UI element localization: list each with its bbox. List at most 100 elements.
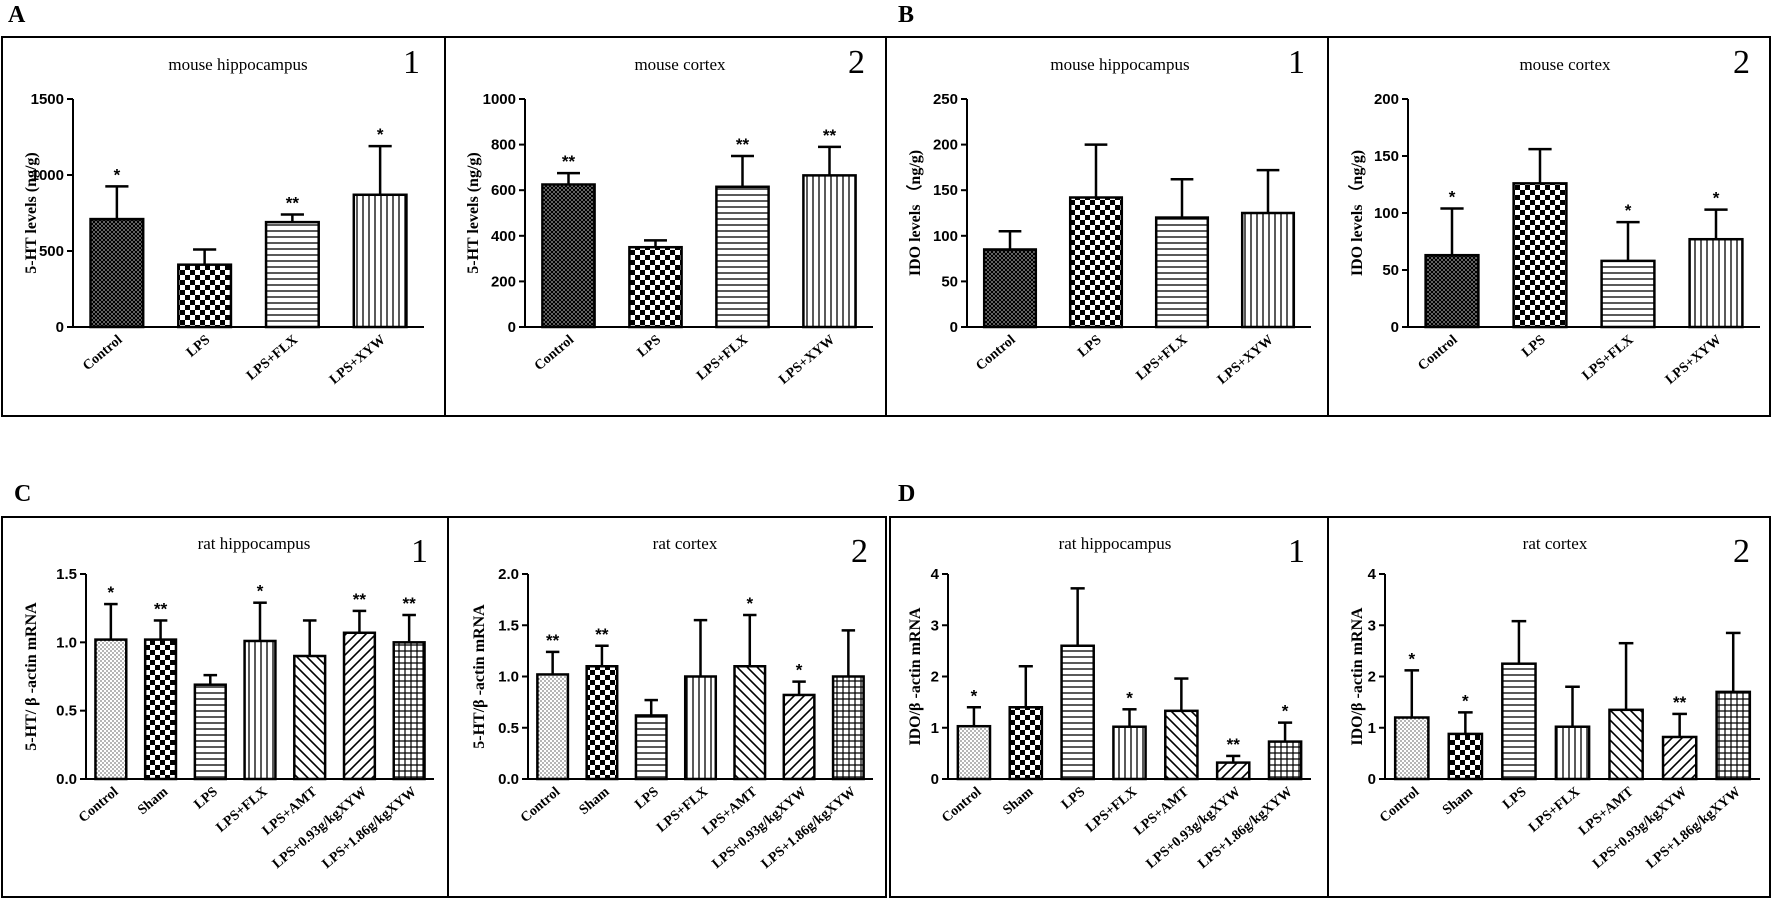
chart-title: mouse cortex: [1519, 55, 1611, 74]
panel-label-c: C: [14, 481, 31, 507]
y-tick-label: 1.0: [498, 669, 519, 686]
y-tick-label: 0.0: [498, 771, 519, 788]
chart-title: mouse hippocampus: [168, 55, 307, 74]
panel-number: 2: [1733, 533, 1750, 570]
chart-title: rat hippocampus: [198, 534, 311, 553]
x-tick-label: LPS+FLX: [1134, 333, 1191, 384]
y-tick-label: 2: [931, 669, 939, 686]
chart-b1: mouse hippocampus 1 0 50 100 150 200 250 IDO lev…: [906, 44, 1311, 388]
panel-number: 2: [1733, 44, 1750, 81]
chart-b2: mouse cortex 2 0 50 100 150 200 IDO levels （ng/…: [1348, 44, 1760, 388]
y-tick-label: 3: [1368, 617, 1376, 634]
significance-marker: **: [286, 194, 300, 213]
bar-lps-1-86g-kgxyw: [1267, 740, 1303, 781]
y-tick-label: 1.0: [56, 634, 77, 651]
bar-control: [536, 673, 570, 781]
y-tick-label: 0.5: [498, 720, 519, 737]
x-tick-label: LPS+XYW: [327, 333, 389, 388]
x-tick-label: Control: [532, 333, 577, 374]
bar-sham: [1008, 706, 1044, 781]
bar-lps-amt: [1164, 709, 1199, 781]
y-tick-label: 4: [1368, 566, 1377, 583]
panel-number: 1: [411, 533, 428, 570]
y-tick-label: 4: [931, 566, 940, 583]
significance-marker: *: [1408, 649, 1415, 668]
bar-lps-flx: [1154, 216, 1210, 329]
y-tick-label: 400: [491, 228, 516, 245]
significance-marker: **: [736, 135, 750, 154]
y-tick-label: 50: [941, 273, 958, 290]
y-tick-label: 100: [1374, 205, 1399, 222]
bar-lps-amt: [1608, 708, 1644, 781]
bar-control: [89, 217, 145, 329]
x-tick-label: LPS+XYW: [776, 333, 838, 388]
y-tick-label: 0: [1368, 771, 1376, 788]
y-tick-label: 0: [950, 319, 958, 336]
bar-lps-xyw: [802, 174, 857, 329]
x-tick-label: LPS: [635, 332, 664, 360]
bar-lps: [177, 263, 233, 329]
significance-marker: **: [562, 152, 576, 171]
significance-marker: *: [971, 686, 978, 705]
chart-d2: rat cortex 2 0 1 2 3 4 IDO/β -actin mRNA * Contro…: [1349, 533, 1760, 872]
significance-marker: **: [546, 631, 560, 650]
bar-lps-xyw: [352, 193, 408, 329]
significance-marker: *: [114, 165, 121, 184]
significance-marker: **: [823, 126, 837, 145]
x-tick-label: LPS: [632, 784, 661, 812]
significance-marker: *: [1713, 189, 1720, 208]
x-tick-label: Control: [80, 333, 125, 374]
x-tick-label: LPS+FLX: [1580, 333, 1637, 384]
bar-lps-flx: [1112, 725, 1147, 781]
x-tick-label: LPS+0.93g/kgXYW: [1144, 785, 1244, 872]
x-tick-label: LPS: [184, 332, 213, 360]
chart-title: rat hippocampus: [1059, 534, 1172, 553]
y-tick-label: 500: [39, 243, 64, 260]
x-tick-label: Control: [76, 785, 121, 826]
chart-title: rat cortex: [653, 534, 718, 553]
y-axis-label: 5-HT/β -actin mRNA: [471, 604, 488, 749]
chart-title: rat cortex: [1523, 534, 1588, 553]
x-tick-label: LPS: [192, 784, 221, 812]
x-tick-label: Control: [1377, 785, 1422, 826]
x-tick-label: Control: [1415, 333, 1460, 374]
y-tick-label: 1.5: [498, 617, 519, 634]
bar-lps-flx: [264, 220, 320, 329]
chart-title: mouse cortex: [634, 55, 726, 74]
y-tick-label: 150: [1374, 148, 1399, 165]
y-axis-label: IDO levels （ng/g): [1348, 150, 1366, 276]
frame-row2-right: [889, 516, 1771, 898]
y-axis-label: 5-HT levels (ng/g): [465, 152, 482, 273]
x-tick-label: LPS+XYW: [1663, 333, 1725, 388]
y-tick-label: 0: [931, 771, 939, 788]
significance-marker: **: [595, 625, 609, 644]
x-tick-label: Sham: [1440, 784, 1476, 818]
y-tick-label: 2.0: [498, 566, 519, 583]
y-tick-label: 250: [933, 91, 958, 108]
bar-lps-flx: [243, 639, 277, 781]
y-tick-label: 0.0: [56, 771, 77, 788]
significance-marker: *: [1126, 688, 1133, 707]
panel-number: 1: [1288, 533, 1305, 570]
bar-lps-amt: [733, 665, 767, 781]
y-axis-label: 5-HT/ β -actin mRNA: [23, 602, 40, 751]
y-tick-label: 50: [1382, 262, 1399, 279]
bar-control: [1393, 716, 1430, 781]
y-tick-label: 0: [56, 319, 64, 336]
bar-lps-0-93g-kgxyw: [342, 631, 377, 781]
x-tick-label: LPS+FLX: [244, 333, 301, 384]
bar-sham: [143, 638, 178, 781]
significance-marker: **: [403, 594, 417, 613]
bar-lps: [628, 245, 683, 329]
bar-lps-flx: [1600, 259, 1656, 329]
panel-number: 2: [851, 533, 868, 570]
x-tick-label: LPS: [1500, 784, 1529, 812]
y-tick-label: 200: [491, 273, 516, 290]
y-axis-label: IDO/β -actin mRNA: [1349, 607, 1366, 746]
x-tick-label: LPS: [1059, 784, 1088, 812]
y-tick-label: 1.5: [56, 566, 77, 583]
significance-marker: *: [257, 582, 264, 601]
chart-a1: mouse hippocampus 1 0 500 1000 1500 5-HT level…: [23, 44, 424, 388]
chart-d1: rat hippocampus 1 0 1 2 3 4 IDO/β -actin mRNA * C…: [907, 533, 1311, 872]
